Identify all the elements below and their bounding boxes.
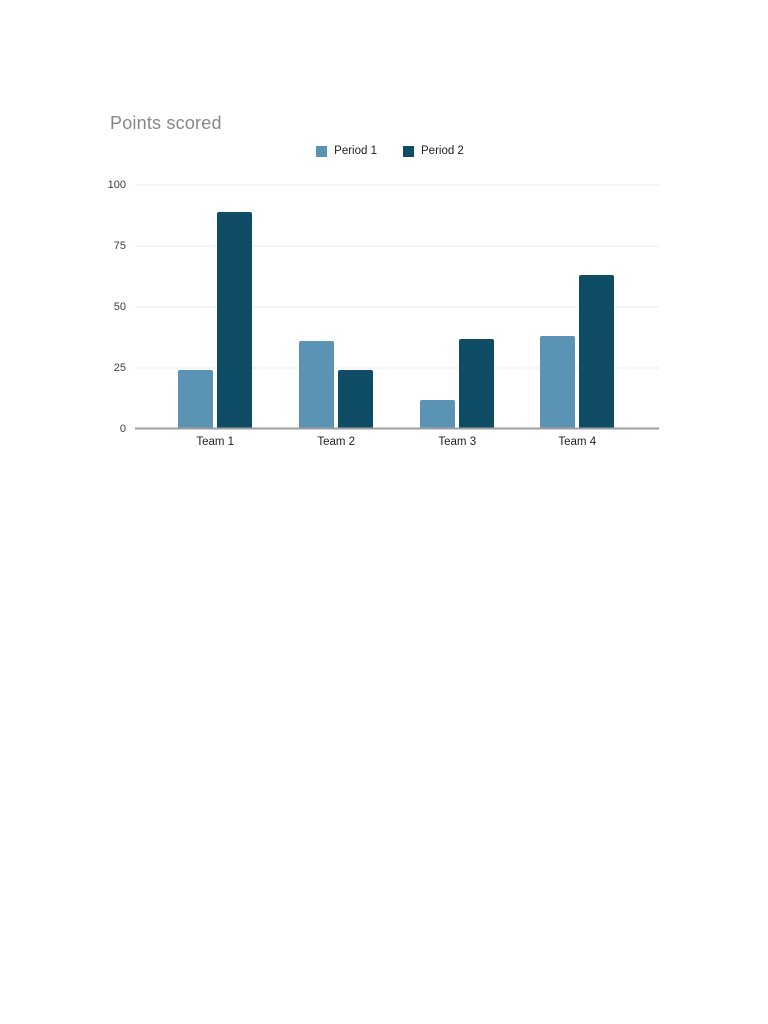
legend-label-period-2: Period 2 <box>421 145 464 157</box>
bar-period-2-team-4 <box>579 275 615 429</box>
legend-swatch-period-1-icon <box>316 145 328 157</box>
bar-group-team-3 <box>420 185 495 429</box>
gridline-25 <box>135 367 659 369</box>
y-tick-label-0: 0 <box>119 423 126 435</box>
x-category-label-team-1: Team 1 <box>196 436 235 448</box>
legend-swatch-period-2-icon <box>403 145 414 157</box>
bar-period-1-team-3 <box>420 399 456 429</box>
bar-period-2-team-2 <box>338 370 374 429</box>
y-tick-label-25: 25 <box>113 362 126 374</box>
plot-area: 0 25 50 75 100 Team 1 Team 2 Team 3 Team 4 <box>108 179 659 448</box>
x-axis-baseline <box>135 427 659 430</box>
gridline-50 <box>135 306 659 308</box>
bar-period-2-team-1 <box>217 211 253 429</box>
y-tick-label-75: 75 <box>113 240 126 252</box>
gridline-100 <box>135 184 659 186</box>
y-tick-label-100: 100 <box>107 179 126 191</box>
points-scored-chart[interactable]: Points scored Period 1 Period 2 0 25 50 75 10… <box>105 95 675 455</box>
bar-period-1-team-1 <box>178 370 214 429</box>
bar-period-2-team-3 <box>459 338 495 429</box>
legend-item-period-2: Period 2 <box>403 145 464 157</box>
x-category-label-team-2: Team 2 <box>317 436 356 448</box>
gridline-75 <box>135 245 659 247</box>
chart-legend: Period 1 Period 2 <box>105 145 675 157</box>
bar-group-team-2 <box>299 185 374 429</box>
bar-period-1-team-4 <box>540 336 576 429</box>
legend-label-period-1: Period 1 <box>334 145 377 157</box>
bar-group-team-4 <box>540 185 615 429</box>
bar-group-team-1 <box>178 185 253 429</box>
legend-item-period-1: Period 1 <box>316 145 377 157</box>
chart-title: Points scored <box>110 113 222 133</box>
y-tick-label-50: 50 <box>113 301 126 313</box>
bar-period-1-team-2 <box>299 341 335 429</box>
x-category-label-team-4: Team 4 <box>558 436 597 448</box>
x-category-label-team-3: Team 3 <box>438 436 477 448</box>
